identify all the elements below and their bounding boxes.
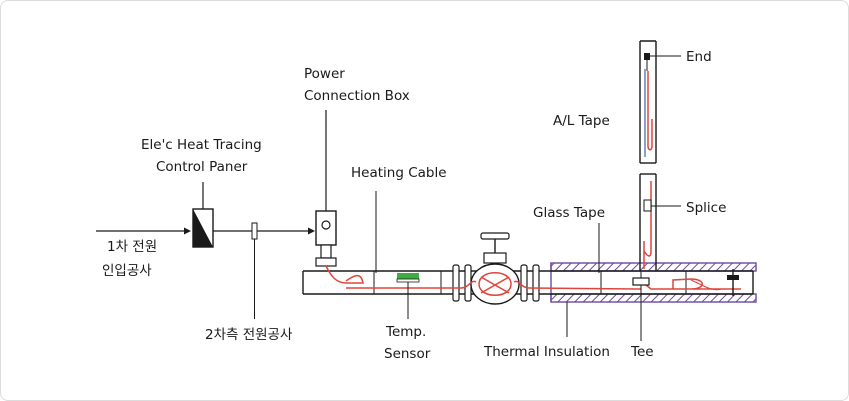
pipe-flanges — [452, 264, 540, 302]
end-label: End — [686, 49, 712, 65]
valve — [470, 232, 520, 305]
power-box-label-line1: Power — [304, 66, 345, 82]
thermal-insulation-label: Thermal Insulation — [483, 344, 610, 360]
control-panel-label-line2: Control Paner — [156, 159, 248, 175]
control-panel-label-line1: Ele'c Heat Tracing — [141, 137, 262, 153]
upper-pipe — [639, 40, 657, 164]
temp-sensor-label-line1: Temp. — [385, 324, 426, 340]
thermal-insulation — [550, 262, 757, 303]
end-clamp — [727, 269, 739, 296]
temp-sensor-label-line2: Sensor — [384, 346, 431, 362]
power-connection-box — [315, 110, 337, 267]
primary-power-label-line2: 인입공사 — [102, 263, 152, 279]
heating-cable — [325, 265, 741, 291]
heating-cable-label: Heating Cable — [351, 165, 447, 181]
glass-tape-label: Glass Tape — [533, 205, 605, 221]
control-panel — [192, 182, 214, 248]
primary-power-label-line1: 1차 전원 — [107, 239, 157, 255]
power-feed-line — [213, 227, 315, 235]
power-box-label-line2: Connection Box — [304, 88, 410, 104]
temp-sensor — [396, 273, 420, 283]
al-tape-label: A/L Tape — [553, 113, 610, 129]
tee-riser — [632, 173, 657, 341]
secondary-power-connector — [251, 222, 258, 319]
splice-label: Splice — [686, 200, 726, 216]
secondary-power-label: 2차측 전원공사 — [205, 327, 293, 343]
leader-lines — [375, 55, 681, 337]
tee-label: Tee — [630, 344, 654, 360]
primary-power-line — [96, 227, 191, 235]
main-pipe — [302, 270, 754, 295]
